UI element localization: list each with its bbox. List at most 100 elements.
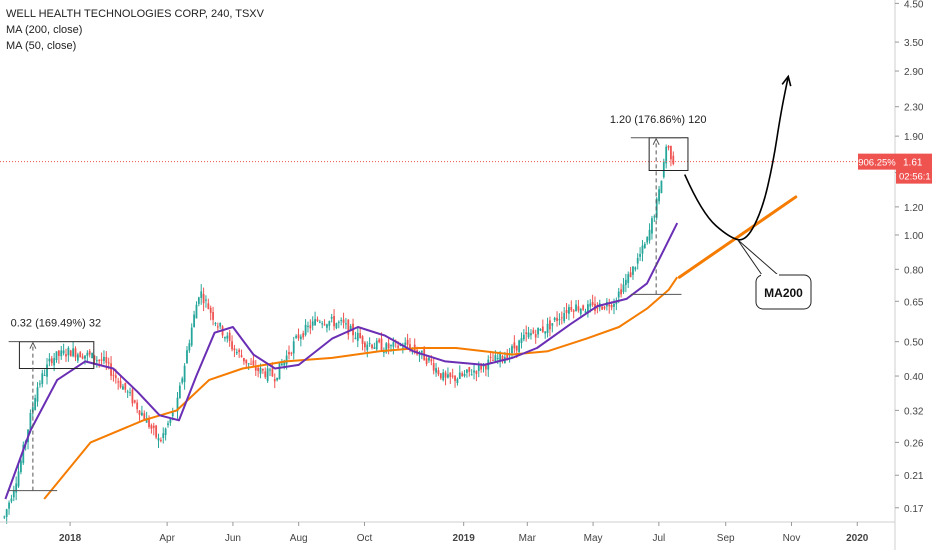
candle-body [36,387,39,402]
candle-body [501,356,504,360]
candle-body [480,364,483,370]
candle-body [591,302,594,306]
candle-body [565,310,568,313]
candle-body [442,372,445,381]
series-lines [4,222,679,500]
candle-body [354,337,357,339]
y-tick-label: 0.26 [904,438,924,449]
candle-body [648,229,651,241]
candle-body [537,327,539,335]
annotations: MA200 0.32 (169.49%) 32 1.20 (176.86%) 120 [11,114,804,330]
candle-body [316,319,319,321]
candle-body [568,307,570,314]
candle-body [107,362,110,364]
y-tick-label: 0.80 [904,265,924,276]
price-badge: 906.25% 1.61 02:56:1 [858,153,932,184]
candle-body [41,373,44,384]
x-tick-label: Aug [290,533,308,544]
x-tick-label: Apr [159,533,175,544]
candle-body [437,370,440,375]
x-tick-label: Jun [225,533,241,544]
candle-body [273,379,276,382]
legend: WELL HEALTH TECHNOLOGIES CORP, 240, TSXV… [6,6,264,54]
candle-body [228,332,231,341]
candle-body [404,342,407,346]
candle-body [596,307,599,309]
candle-body [266,368,269,382]
candle-body [216,326,219,328]
candle-body [582,305,585,310]
candle-body [311,321,314,326]
candle-body [420,350,423,353]
candle-body [563,313,566,322]
candle-body [477,364,480,372]
candle-body [31,407,34,413]
right-measure-arrowhead [652,137,660,145]
candle-body [337,321,340,323]
candle-body [318,321,321,323]
candle-body [238,349,241,353]
candle-body [627,274,630,284]
candle-body [110,363,112,376]
candle-body [473,370,475,373]
candle-body [152,425,155,428]
candle-body [646,237,649,243]
candle-body [435,368,437,373]
candle-body [333,315,335,327]
candle-body [572,310,575,312]
x-tick-label: Mar [519,533,537,544]
candle-body [378,339,381,343]
candle-body [126,391,129,393]
candle-body [190,327,193,346]
candle-body [328,321,331,326]
candle-body [658,189,660,202]
right-measure-label: 1.20 (176.86%) 120 [610,114,707,126]
candle-body [349,325,352,332]
ma200-callout-box [755,274,812,310]
candle-body [454,375,456,381]
candle-body [653,216,656,218]
candle-body [143,413,146,420]
candle-body [401,347,404,349]
candle-body [356,332,359,341]
candle-body [150,425,153,429]
candle-body [577,306,580,311]
candle-body [209,307,212,313]
candle-body [243,357,245,362]
candle-body [506,354,509,360]
candle-body [342,319,345,323]
right-range-box [648,137,689,171]
candle-body [458,372,461,379]
candle-body [276,377,279,381]
candle-body [499,352,502,361]
candle-body [240,355,243,358]
candle-body [205,299,207,301]
y-tick-label: 0.50 [904,338,924,349]
price-badge-countdown: 02:56:1 [899,172,931,183]
candle-body [553,317,556,321]
candle-body [46,364,48,377]
candle-body [219,323,222,327]
candle-body [335,323,338,329]
candle-body [518,340,520,353]
candle-body [117,381,120,383]
candle-body [532,330,535,334]
candle-body [202,293,205,304]
candle-body [615,301,618,305]
candle-body [670,146,672,160]
candle-body [634,267,637,270]
candle-body [601,306,604,310]
candle-body [525,332,528,335]
candle-body [197,297,200,304]
x-tick-label: 2018 [59,533,82,544]
candle-body [20,460,22,473]
y-tick-label: 2.90 [904,67,924,78]
candle-body [530,333,532,336]
candle-body [12,490,15,498]
percent-badge-text: 906.25% [858,158,896,169]
candle-body [112,374,115,376]
candle-body [496,357,499,360]
candle-body [511,346,513,354]
y-tick-label: 0.40 [904,372,924,383]
